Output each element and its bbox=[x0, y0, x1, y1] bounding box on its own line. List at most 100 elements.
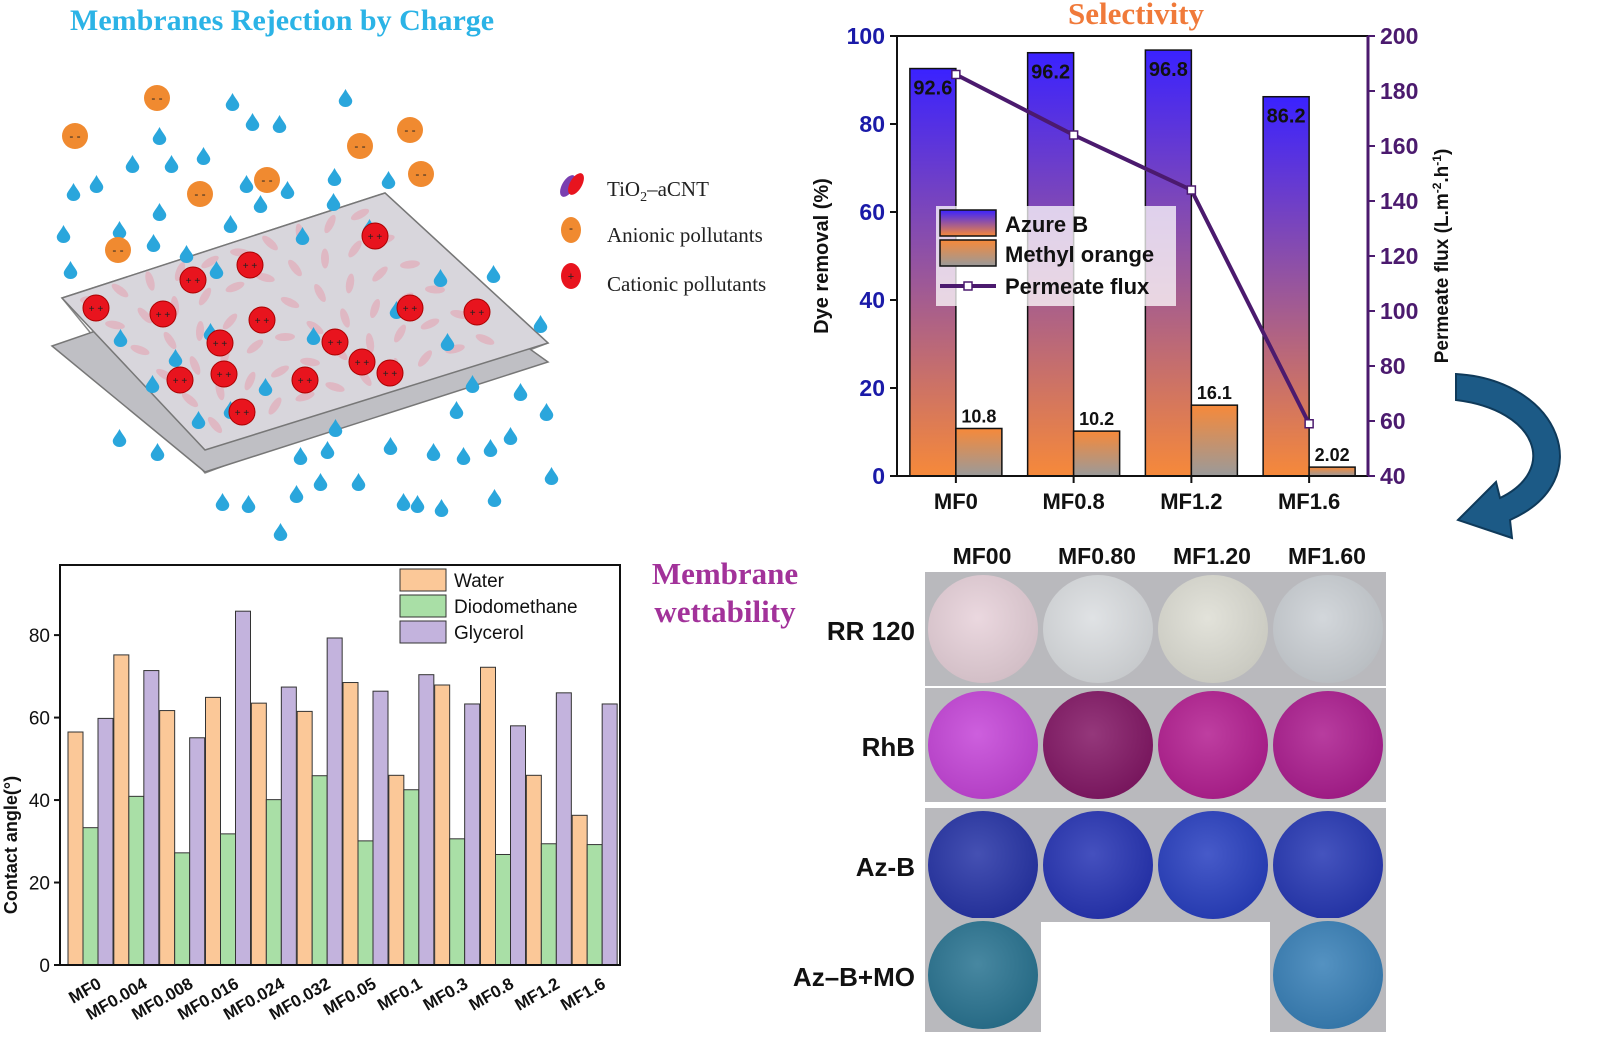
glycerol-bar bbox=[601, 703, 618, 966]
left-tick-label: 40 bbox=[859, 287, 885, 313]
right-tick-label: 80 bbox=[1380, 353, 1406, 379]
svg-text:+ +: + + bbox=[156, 310, 171, 321]
water-bar bbox=[571, 814, 588, 966]
right-tick-label: 40 bbox=[1380, 463, 1406, 489]
legend-methyl-orange-swatch bbox=[939, 239, 997, 267]
photo-row-label: Az-B bbox=[855, 852, 915, 882]
photo-column-label: MF0.80 bbox=[1058, 543, 1136, 569]
glycerol-bar bbox=[372, 690, 389, 966]
legend-permeate-flux: Permeate flux bbox=[1005, 274, 1150, 299]
legend-methyl-orange: Methyl orange bbox=[1005, 242, 1154, 267]
photo-row-label: RhB bbox=[861, 732, 915, 762]
permeate-flux-line bbox=[954, 72, 1311, 425]
contact-angle-tick-label: 40 bbox=[29, 791, 50, 812]
svg-text:+ +: + + bbox=[368, 232, 383, 243]
svg-text:+ +: + + bbox=[403, 304, 418, 315]
legend-diodomethane-swatch bbox=[399, 594, 447, 618]
water-bar bbox=[250, 702, 267, 966]
azure-b-bar bbox=[1262, 95, 1310, 477]
membrane-schematic: - -- -- -- -- -- -- -- - + ++ ++ ++ ++ +… bbox=[50, 85, 584, 541]
selectivity-legend: Azure B Methyl orange Permeate flux bbox=[936, 206, 1176, 306]
diodomethane-bar bbox=[495, 853, 511, 966]
diodomethane-bar bbox=[586, 844, 603, 966]
water-bar bbox=[67, 731, 84, 966]
photo-column-label: MF00 bbox=[952, 543, 1012, 569]
category-label: MF1.2 bbox=[1160, 489, 1222, 514]
legend-glycerol-swatch bbox=[399, 620, 447, 644]
water-bar bbox=[434, 684, 451, 966]
membrane-photo bbox=[1040, 688, 1156, 802]
photo-column-label: MF1.60 bbox=[1288, 543, 1366, 569]
contact-angle-category-label: MF1.6 bbox=[557, 974, 608, 1015]
svg-text:+ +: + + bbox=[217, 370, 232, 381]
azure-b-data-label: 96.2 bbox=[1031, 62, 1070, 84]
right-tick-label: 60 bbox=[1380, 408, 1406, 434]
schematic-legend: - + bbox=[560, 173, 584, 289]
category-label: MF0.8 bbox=[1042, 489, 1104, 514]
glycerol-bar bbox=[97, 717, 114, 966]
contact-angle-category-label: MF0.05 bbox=[320, 974, 379, 1019]
right-axis-label: Permeate flux (L.m-2.h-1) bbox=[1430, 149, 1453, 364]
methyl-orange-bar bbox=[955, 427, 1003, 477]
anionic-pollutants: - - - - - - - - - - - - - - - - bbox=[62, 85, 434, 263]
selectivity-title: Selectivity bbox=[1068, 0, 1205, 31]
right-tick-label: 180 bbox=[1380, 78, 1418, 104]
membrane-photo bbox=[925, 688, 1041, 802]
legend-glycerol: Glycerol bbox=[454, 623, 524, 644]
membrane-photo bbox=[1270, 572, 1386, 686]
contact-angle-category-label: MF0.1 bbox=[374, 974, 425, 1015]
contact-angle-tick-label: 80 bbox=[29, 626, 50, 647]
left-tick-label: 0 bbox=[872, 463, 885, 489]
svg-text:+ +: + + bbox=[235, 408, 250, 419]
membrane-photo bbox=[1270, 808, 1386, 922]
membrane-photo bbox=[1040, 572, 1156, 686]
diodomethane-bar bbox=[82, 827, 99, 966]
svg-text:+ +: + + bbox=[213, 339, 228, 350]
legend-cationic: Cationic pollutants bbox=[607, 272, 767, 296]
membrane-photo bbox=[1270, 688, 1386, 802]
contact-angle-category-label: MF0.3 bbox=[420, 974, 471, 1015]
diodomethane-bar bbox=[220, 833, 236, 966]
cationic-pollutants: + + + + + + + + + + + + + + + + + + + + + + + + + + +… bbox=[82, 222, 491, 426]
svg-text:+ +: + + bbox=[383, 369, 398, 380]
legend-tio2-acnt: TiO2–aCNT bbox=[607, 177, 709, 206]
membrane-photo bbox=[925, 808, 1041, 922]
membrane-photo bbox=[925, 918, 1041, 1032]
water-bar bbox=[113, 654, 130, 966]
glycerol-bar bbox=[143, 670, 160, 966]
diodomethane-bar bbox=[174, 852, 191, 966]
svg-text:+: + bbox=[568, 271, 574, 283]
legend-water-swatch bbox=[399, 568, 447, 592]
category-label: MF0 bbox=[934, 489, 978, 514]
svg-text:-: - bbox=[569, 221, 573, 235]
svg-text:- -: - - bbox=[194, 187, 205, 201]
legend-diodomethane: Diodomethane bbox=[454, 597, 578, 618]
methyl-orange-bar bbox=[1308, 466, 1356, 477]
anion-icon bbox=[561, 217, 581, 243]
right-tick-label: 140 bbox=[1380, 188, 1418, 214]
svg-text:+ +: + + bbox=[298, 376, 313, 387]
azure-b-data-label: 92.6 bbox=[913, 78, 952, 100]
methyl-orange-data-label: 10.2 bbox=[1079, 409, 1114, 429]
left-tick-label: 100 bbox=[847, 24, 885, 49]
permeate-flux-point bbox=[1304, 419, 1314, 429]
diodomethane-bar bbox=[540, 843, 557, 966]
legend-water: Water bbox=[454, 571, 505, 592]
left-tick-label: 80 bbox=[859, 111, 885, 137]
photo-column-label: MF1.20 bbox=[1173, 543, 1251, 569]
methyl-orange-bar bbox=[1072, 430, 1121, 477]
left-tick-label: 60 bbox=[859, 199, 885, 225]
diodomethane-bar bbox=[265, 799, 282, 966]
membrane-photo bbox=[1155, 808, 1271, 922]
svg-text:- -: - - bbox=[404, 123, 415, 137]
glycerol-bar bbox=[555, 692, 572, 966]
permeate-flux-point bbox=[1068, 130, 1079, 140]
photo-row-label: RR 120 bbox=[826, 616, 915, 646]
svg-text:+ +: + + bbox=[186, 276, 201, 287]
membrane-photo bbox=[1155, 688, 1271, 802]
legend-azure-b: Azure B bbox=[1005, 212, 1088, 237]
svg-text:+ +: + + bbox=[255, 316, 270, 327]
membrane-photo bbox=[1155, 572, 1271, 686]
diodomethane-bar bbox=[403, 789, 420, 966]
contact-angle-chart: 020406080MF0MF0.004MF0.008MF0.016MF0.024… bbox=[1, 564, 621, 1024]
